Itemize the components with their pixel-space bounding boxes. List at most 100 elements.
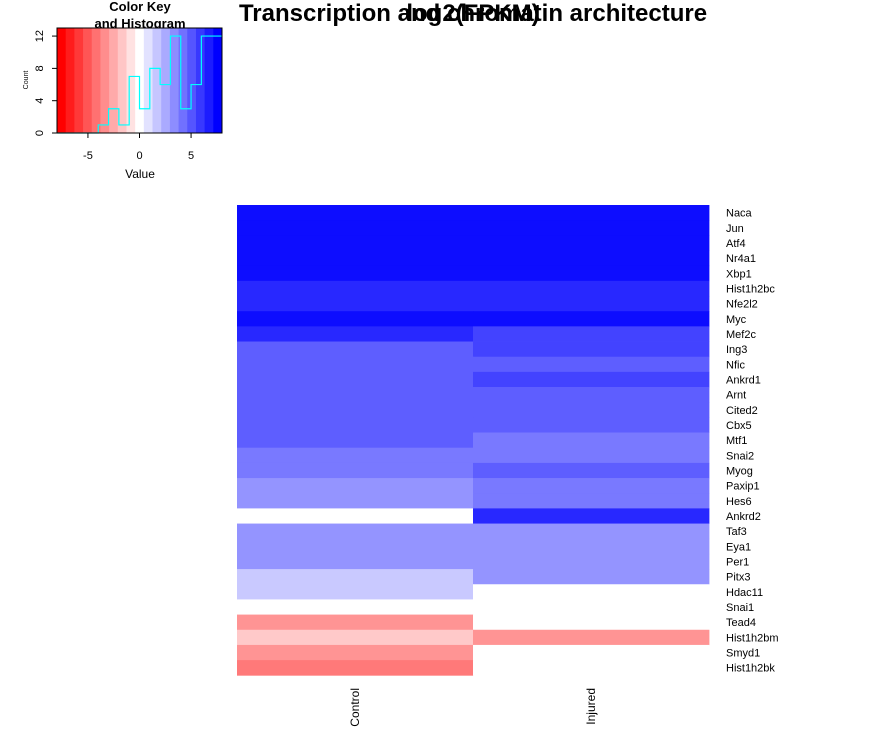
heatmap-cell (473, 326, 710, 342)
heatmap-cell (237, 205, 474, 221)
color-key-bin (161, 28, 171, 133)
heatmap-cell (473, 280, 710, 297)
heatmap-row-label: Paxip1 (726, 481, 760, 493)
heatmap-row-label: Ing3 (726, 344, 747, 356)
color-key-x-tick-label: -5 (83, 150, 93, 162)
heatmap-row-labels: Naca Jun Atf4 Nr4a1 Xbp1 Hist1h2bc Nfe2l2 Myc Me… (726, 208, 779, 675)
color-key-bin (109, 28, 119, 133)
heatmap-cell (473, 508, 710, 524)
chart-title-line1: log2(FPKM) (406, 0, 540, 27)
heatmap-cell (473, 296, 710, 312)
heatmap-cell (473, 538, 710, 555)
heatmap-cell (237, 447, 474, 464)
heatmap-row-label: Atf4 (726, 238, 746, 250)
heatmap-row-label: Myc (726, 314, 747, 326)
color-key-histogram (57, 35, 222, 134)
color-key-y-tick-label: 8 (34, 65, 46, 71)
color-key-bin (213, 28, 223, 133)
heatmap-cell (473, 523, 710, 540)
heatmap-cell (237, 341, 474, 358)
heatmap-cell (473, 311, 710, 327)
heatmap-column-label: Injured (584, 688, 598, 725)
heatmap-row-label: Nfic (726, 359, 745, 371)
heatmap-cell (473, 462, 710, 479)
heatmap-cell (473, 371, 710, 388)
color-key-x-tick-label: 5 (188, 150, 194, 162)
color-key-axes: -5 0 5 0 4 8 12 (34, 30, 194, 162)
heatmap-row-label: Tead4 (726, 617, 756, 629)
heatmap-row-label: Hdac11 (726, 587, 763, 599)
heatmap-cell (473, 599, 710, 615)
heatmap-row-label: Xbp1 (726, 268, 752, 280)
heatmap-row-label: Ankrd2 (726, 511, 761, 523)
heatmap-row-label: Ankrd1 (726, 374, 761, 386)
heatmap-cell (473, 402, 710, 418)
heatmap-cell (473, 341, 710, 358)
chart-title-line2: Transcription and chromatin architecture (238, 0, 708, 27)
color-key-y-tick-label: 0 (34, 130, 46, 136)
heatmap-cell (237, 356, 474, 373)
heatmap-cell (237, 493, 474, 509)
heatmap-cell (237, 569, 474, 585)
heatmap-column-labels: Control Injured (348, 688, 598, 727)
heatmap-row-label: Eya1 (726, 541, 751, 553)
heatmap-row-label: Cited2 (726, 405, 758, 417)
heatmap-cell (237, 584, 474, 600)
heatmap-cell (473, 265, 710, 282)
heatmap-cell (237, 235, 474, 251)
heatmap-cell (473, 584, 710, 600)
heatmap-cell (237, 432, 474, 449)
heatmap-row-label: Pitx3 (726, 572, 750, 584)
heatmap-column-label: Control (348, 688, 362, 727)
heatmap-cell (237, 371, 474, 388)
heatmap-cell (473, 569, 710, 585)
color-key-bin (83, 28, 93, 133)
heatmap-cell (237, 265, 474, 282)
heatmap-row-label: Naca (726, 208, 753, 220)
heatmap: Naca Jun Atf4 Nr4a1 Xbp1 Hist1h2bc Nfe2l2 Myc Me… (237, 205, 779, 727)
heatmap-cell (473, 417, 710, 433)
heatmap-row-label: Per1 (726, 556, 749, 568)
heatmap-cell (237, 462, 474, 479)
heatmap-cell (473, 614, 710, 631)
color-key-bin (126, 28, 136, 133)
heatmap-cell (237, 508, 474, 524)
heatmap-cell (473, 478, 710, 494)
heatmap-cell (473, 235, 710, 251)
heatmap-cell (237, 220, 474, 236)
color-key-y-tick-label: 12 (34, 30, 46, 42)
heatmap-cell (237, 387, 474, 403)
color-key-bin (74, 28, 84, 133)
color-key-y-tick-label: 4 (34, 98, 46, 104)
color-key-bin (143, 28, 154, 133)
color-key-histogram-line (57, 35, 222, 134)
heatmap-cell (237, 660, 474, 676)
color-key-xlabel: Value (125, 167, 155, 181)
heatmap-cell (237, 417, 474, 433)
heatmap-cell (473, 553, 710, 570)
heatmap-cell (237, 478, 474, 494)
color-key-title-line2: and Histogram (94, 16, 185, 31)
heatmap-row-label: Hist1h2bm (726, 632, 779, 644)
heatmap-cell (473, 432, 710, 449)
color-key-bin (195, 28, 206, 133)
heatmap-row-label: Smyd1 (726, 648, 760, 660)
color-key-title-line1: Color Key (109, 0, 171, 14)
color-key-bin (65, 28, 75, 133)
heatmap-cell (237, 402, 474, 418)
heatmap-cell (473, 220, 710, 236)
color-key-bin (178, 28, 188, 133)
heatmap-cell (237, 280, 474, 297)
heatmap-row-label: Jun (726, 223, 744, 235)
heatmap-row-label: Taf3 (726, 526, 747, 538)
color-key-bin (152, 28, 162, 133)
color-key-bin (57, 28, 67, 133)
heatmap-row-label: Nr4a1 (726, 253, 756, 265)
color-key-bin (100, 28, 110, 133)
heatmap-cell (237, 644, 474, 661)
heatmap-cell (473, 629, 710, 646)
heatmap-cell (473, 660, 710, 676)
heatmap-cell (237, 250, 474, 267)
heatmap-cell (473, 644, 710, 661)
